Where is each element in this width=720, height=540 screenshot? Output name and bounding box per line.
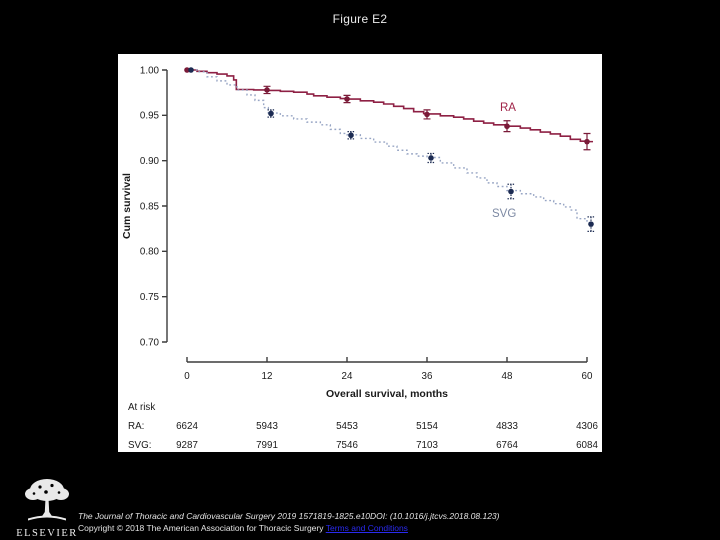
ra-series-label: RA [500,102,516,114]
at-risk-value: 5453 [336,421,358,432]
y-tick-label: 0.85 [140,201,160,212]
copyright-text: Copyright © 2018 The American Associatio… [78,522,324,533]
at-risk-value: 6764 [496,440,518,451]
at-risk-value: 7546 [336,440,358,451]
svg-marker [268,110,274,117]
citation-line: The Journal of Thoracic and Cardiovascul… [78,511,500,521]
x-tick-label: 48 [502,371,513,382]
at-risk-value: 5943 [256,421,278,432]
terms-link[interactable]: Terms and Conditions [325,522,408,533]
y-tick-label: 1.00 [140,65,160,76]
at-risk-row-label: RA: [128,421,144,432]
ra-marker [584,138,590,145]
elsevier-wordmark: ELSEVIER [16,528,78,539]
y-tick-label: 0.75 [140,292,160,303]
svg-marker [188,67,194,73]
svg-marker [428,155,434,161]
at-risk-row-label: SVG: [128,440,151,451]
figure-title: Figure E2 [332,12,388,26]
x-tick-label: 0 [184,371,190,382]
ra-marker [424,111,430,118]
chart-panel: 1.00 0.95 0.90 0.85 0.80 0.75 0.70 0 12 24 36 48 60 O… [118,54,602,452]
ra-marker [264,87,270,93]
y-tick-label: 0.95 [140,111,160,122]
svg-series-label: SVG [492,208,516,220]
y-axis-title: Cum survival [121,173,133,239]
svg-marker [588,221,594,227]
survival-chart: 1.00 0.95 0.90 0.85 0.80 0.75 0.70 0 12 24 36 48 60 O… [121,65,598,451]
ra-marker [344,96,350,102]
y-tick-label: 0.70 [140,337,160,348]
svg-marker [508,188,514,195]
x-tick-label: 12 [262,371,273,382]
svg-marker [348,132,354,139]
citation-block: The Journal of Thoracic and Cardiovascul… [78,511,499,534]
at-risk-value: 4306 [576,421,598,432]
svg-error-bar [507,183,515,200]
at-risk-value: 7991 [256,440,278,451]
y-tick-label: 0.90 [140,156,160,167]
copyright-line: Copyright © 2018 The American Associatio… [78,523,499,535]
at-risk-value: 7103 [416,440,438,451]
ra-marker [504,123,510,130]
at-risk-title: At risk [128,402,155,413]
at-risk-value: 6624 [176,421,198,432]
at-risk-value: 6084 [576,440,598,451]
svg-error-bar [427,152,435,164]
svg-error-bar [587,216,595,232]
x-tick-label: 60 [582,371,593,382]
ra-marker [184,67,190,73]
at-risk-value: 5154 [416,421,438,432]
x-tick-label: 24 [342,371,353,382]
x-axis-title: Overall survival, months [326,388,448,400]
x-axis [186,357,588,363]
y-tick-label: 0.80 [140,247,160,258]
elsevier-tree-icon [25,479,69,521]
at-risk-value: 9287 [176,440,198,451]
x-tick-label: 36 [422,371,433,382]
svg-curve [187,69,593,224]
ra-curve [187,69,593,143]
y-axis [162,69,168,343]
at-risk-value: 4833 [496,421,518,432]
elsevier-logo: ELSEVIER [10,477,84,539]
